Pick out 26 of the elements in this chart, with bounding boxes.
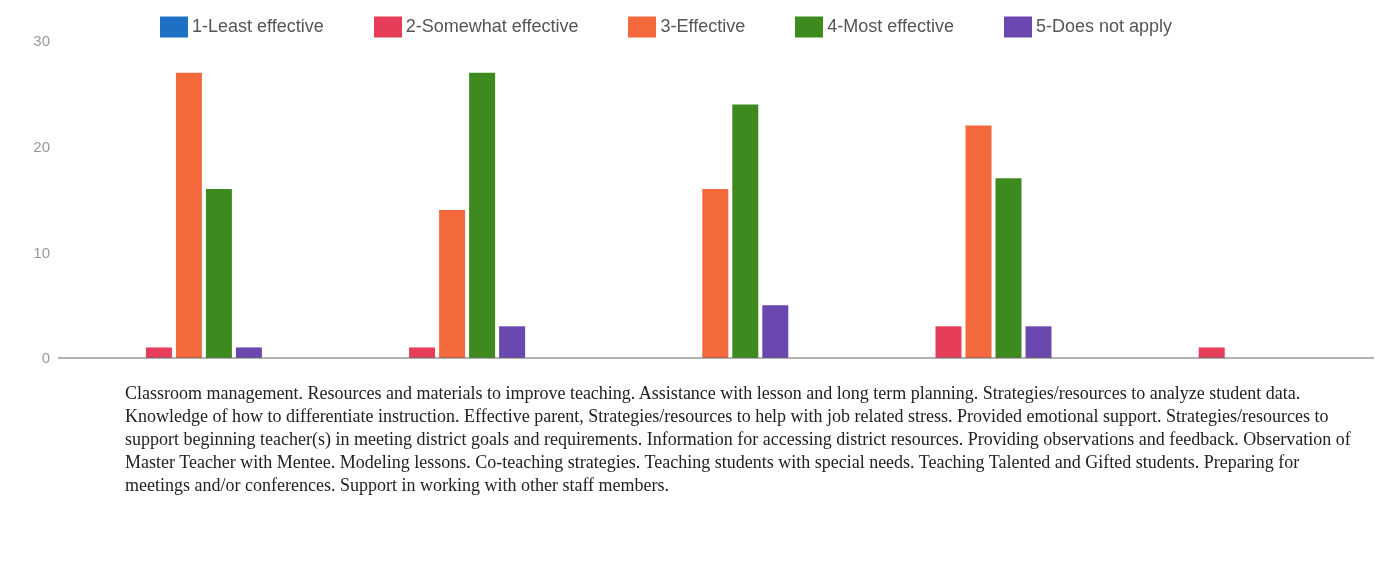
bar xyxy=(732,104,759,358)
bar xyxy=(469,72,496,358)
bar xyxy=(409,347,436,358)
legend-label: 3-Effective xyxy=(660,15,746,36)
y-tick-label: 0 xyxy=(41,349,50,367)
legend-label: 2-Somewhat effective xyxy=(405,15,579,36)
bar xyxy=(935,326,962,358)
bar xyxy=(175,72,202,358)
y-tick-label: 20 xyxy=(33,137,50,155)
legend-label: 5-Does not apply xyxy=(1035,15,1173,36)
bar xyxy=(702,188,729,358)
bar xyxy=(965,125,992,358)
bar xyxy=(205,188,232,358)
y-tick-label: 10 xyxy=(33,243,50,261)
bar xyxy=(762,305,789,358)
y-tick-label: 30 xyxy=(33,32,50,50)
bar xyxy=(1198,347,1225,358)
bar xyxy=(995,178,1022,358)
legend-label: 1-Least effective xyxy=(191,15,324,36)
bar xyxy=(439,210,466,358)
text: Classroom management. Resources and materials to improve teaching. Assistance with lesson and long term planning. Strategies/resources to analyze student data. Knowledge of how to differentiate instruction. Effective parent, Strategies/resources to help with job related stress. Provided emotional support. Strategies/resources to support beginning teacher(s) in meeting district goals and requirements. Information for accessing district resources. Providing observations and feedback. Observation of Master Teacher with Mentee. Modeling lessons. Co-teaching strategies. Teaching students with special needs. Teaching Talented and Gifted students. Preparing for meetings and/or conferences. Support in working with other staff members. xyxy=(125,382,1352,497)
bar xyxy=(499,326,526,358)
legend-label: 4-Most effective xyxy=(827,15,954,36)
bar xyxy=(235,347,262,358)
bar xyxy=(1025,326,1052,358)
bar xyxy=(145,347,172,358)
